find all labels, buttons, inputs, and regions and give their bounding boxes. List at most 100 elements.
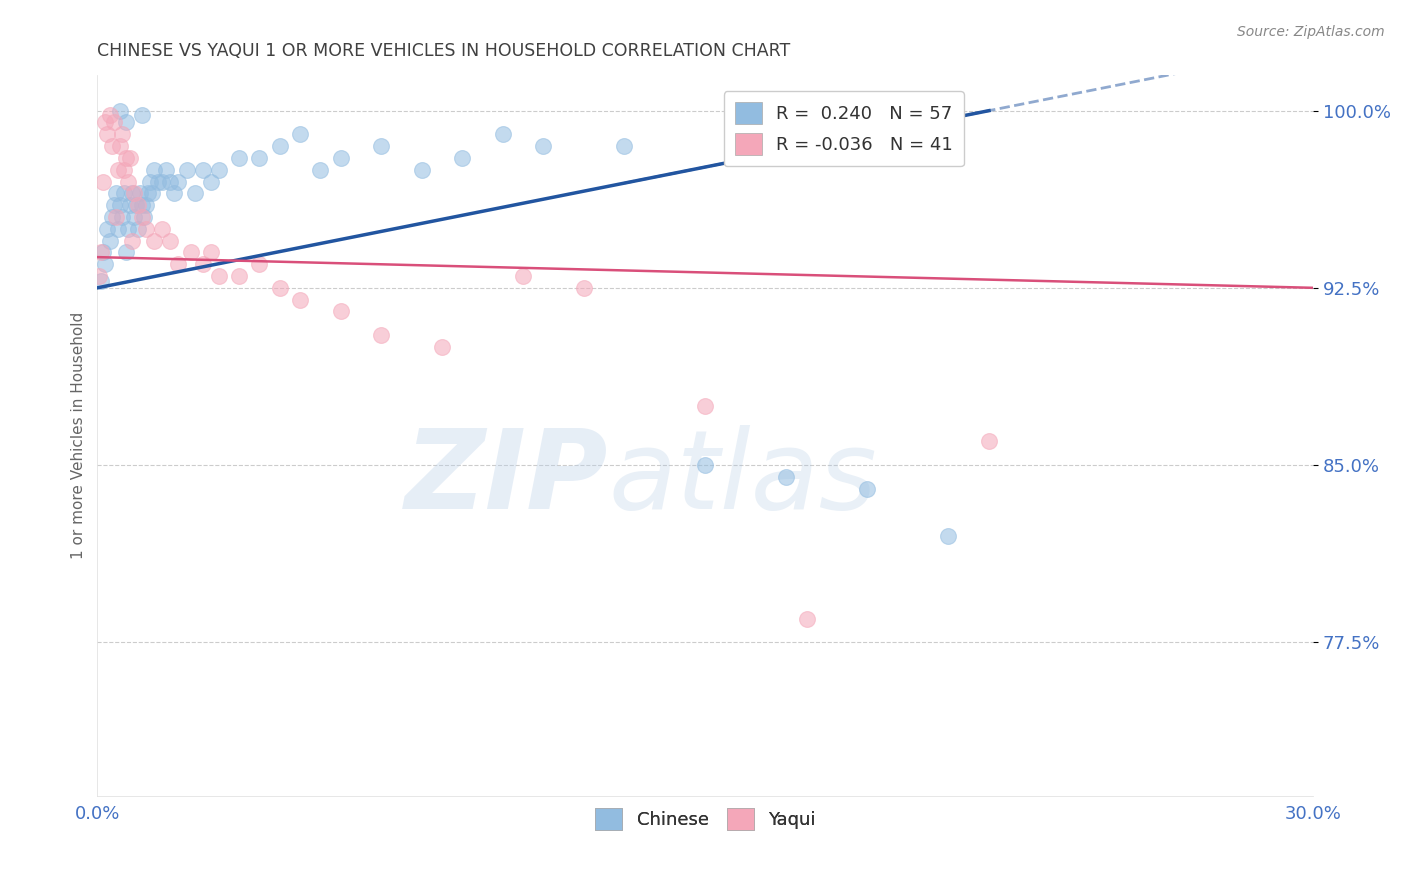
Point [139,174,162,188]
Point [96,221,118,235]
Point [329,151,352,165]
Point [856,482,879,496]
Point [131,108,153,122]
Point [118,198,141,212]
Point [127,198,149,212]
Point [98,108,121,122]
Point [167,257,190,271]
Point [141,186,163,201]
Point [90,274,112,288]
Point [288,293,311,307]
Point [208,268,231,283]
Point [98,234,121,248]
Point [132,210,155,224]
Point [200,245,222,260]
Point [288,128,311,142]
Point [451,151,474,165]
Point [117,221,139,235]
Point [183,186,205,201]
Point [122,210,145,224]
Point [125,198,148,212]
Point [96,128,118,142]
Point [114,115,136,129]
Point [104,210,127,224]
Point [191,162,214,177]
Point [94,257,117,271]
Point [796,611,818,625]
Point [129,186,152,201]
Point [512,268,534,283]
Point [93,245,115,260]
Point [135,198,157,212]
Point [111,128,134,142]
Point [121,234,143,248]
Point [143,162,166,177]
Point [107,162,129,177]
Point [112,162,135,177]
Point [775,470,797,484]
Point [370,328,392,343]
Point [329,304,352,318]
Point [228,151,250,165]
Point [104,186,127,201]
Point [228,268,250,283]
Point [269,139,291,153]
Point [492,128,515,142]
Point [90,245,112,260]
Point [112,186,135,201]
Point [200,174,222,188]
Point [93,174,115,188]
Point [249,151,271,165]
Point [180,245,202,260]
Point [938,529,960,543]
Point [122,186,145,201]
Point [613,139,636,153]
Point [411,162,433,177]
Point [108,103,131,118]
Point [108,139,131,153]
Point [117,174,139,188]
Point [208,162,231,177]
Point [191,257,214,271]
Point [146,174,169,188]
Point [108,198,131,212]
Y-axis label: 1 or more Vehicles in Household: 1 or more Vehicles in Household [72,312,86,559]
Point [100,139,122,153]
Point [159,174,181,188]
Point [127,221,149,235]
Point [100,210,122,224]
Point [121,186,143,201]
Point [695,399,717,413]
Point [572,281,595,295]
Point [370,139,392,153]
Text: CHINESE VS YAQUI 1 OR MORE VEHICLES IN HOUSEHOLD CORRELATION CHART: CHINESE VS YAQUI 1 OR MORE VEHICLES IN H… [97,42,790,60]
Point [430,340,453,354]
Point [131,210,153,224]
Point [114,245,136,260]
Point [309,162,332,177]
Point [150,221,173,235]
Legend: Chinese, Yaqui: Chinese, Yaqui [588,801,823,838]
Point [977,434,1000,449]
Point [114,151,136,165]
Point [103,198,125,212]
Text: atlas: atlas [607,425,877,533]
Point [143,234,166,248]
Point [118,151,141,165]
Point [94,115,117,129]
Point [176,162,198,177]
Point [135,221,157,235]
Point [249,257,271,271]
Point [695,458,717,472]
Point [167,174,190,188]
Text: ZIP: ZIP [405,425,607,533]
Point [131,198,153,212]
Point [136,186,159,201]
Point [269,281,291,295]
Point [150,174,173,188]
Point [103,115,125,129]
Text: Source: ZipAtlas.com: Source: ZipAtlas.com [1237,25,1385,39]
Point [159,234,181,248]
Point [163,186,186,201]
Point [107,221,129,235]
